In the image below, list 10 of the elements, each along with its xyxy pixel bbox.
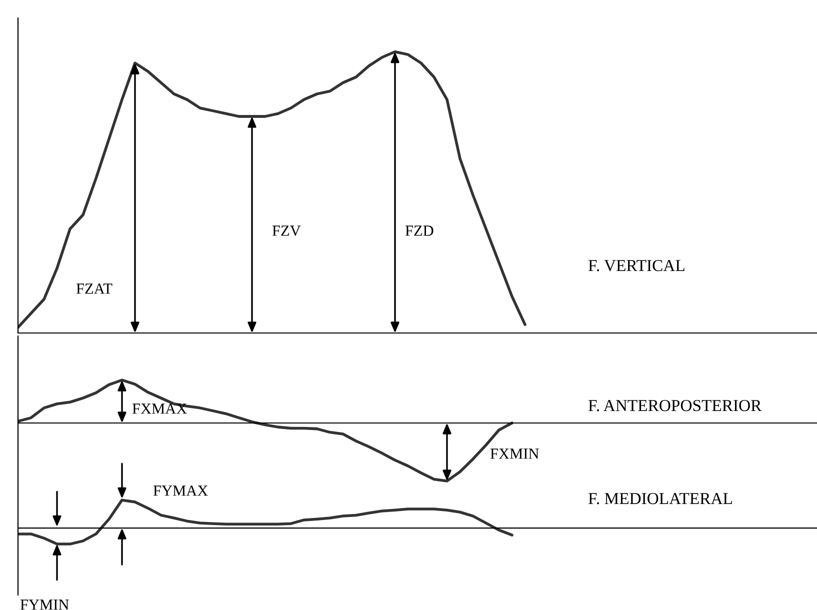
annotation: FXMAX	[132, 404, 187, 414]
annotation: FZV	[272, 226, 301, 236]
annotation: FXMIN	[490, 448, 539, 459]
y-axis-title: F. VERTICAL	[588, 260, 684, 272]
y-axis-title: F. MEDIOLATERAL	[588, 492, 732, 504]
text: FYMIN	[20, 600, 69, 610]
annotation: FZD	[405, 226, 434, 236]
text: FYMAX	[153, 486, 208, 496]
annotation: FZAT	[76, 284, 112, 294]
y-axis-title: F. ANTEROPOSTERIOR	[588, 400, 762, 412]
